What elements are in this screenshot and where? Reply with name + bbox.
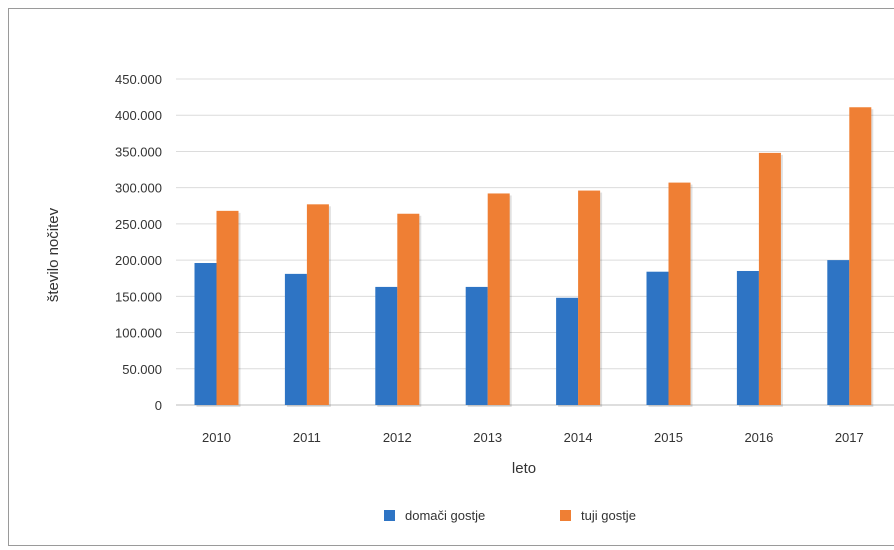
x-tick-label: 2010 — [202, 430, 231, 445]
bar-foreign-2010 — [216, 210, 239, 405]
bar-domestic-2017 — [827, 260, 850, 405]
bar-foreign-2013 — [487, 193, 510, 405]
y-tick-label: 350.000 — [115, 144, 162, 159]
legend-label: tuji gostje — [581, 508, 636, 523]
bar-foreign-2014 — [578, 190, 601, 405]
x-axis-title: leto — [512, 460, 536, 477]
bar-foreign-2011 — [306, 204, 329, 405]
x-tick-label: 2012 — [383, 430, 412, 445]
legend: domači gostje tuji gostje — [384, 508, 636, 523]
y-axis-ticks: 0 50.000 100.000 150.000 200.000 250.000 300.0… — [115, 72, 162, 413]
bar-foreign-2015 — [668, 182, 691, 405]
x-tick-label: 2013 — [473, 430, 502, 445]
bar-domestic-2014 — [556, 297, 579, 405]
x-tick-label: 2014 — [564, 430, 593, 445]
y-tick-label: 400.000 — [115, 108, 162, 123]
y-tick-label: 150.000 — [115, 289, 162, 304]
legend-label: domači gostje — [405, 508, 485, 523]
y-tick-label: 50.000 — [122, 362, 162, 377]
x-axis-ticks: 2010 2011 2012 2013 2014 2015 2016 2017 — [202, 430, 864, 445]
gridlines — [176, 78, 894, 406]
y-axis-title: število nočitev — [45, 207, 62, 302]
x-tick-label: 2017 — [835, 430, 864, 445]
bar-domestic-2015 — [646, 271, 669, 405]
y-tick-label: 0 — [155, 398, 162, 413]
x-tick-label: 2016 — [744, 430, 773, 445]
bar-domestic-2012 — [375, 286, 398, 405]
bar-domestic-2013 — [465, 286, 488, 405]
x-tick-label: 2015 — [654, 430, 683, 445]
y-tick-label: 250.000 — [115, 217, 162, 232]
bar-foreign-2012 — [397, 213, 420, 405]
y-tick-label: 450.000 — [115, 72, 162, 87]
y-tick-label: 100.000 — [115, 326, 162, 341]
x-tick-label: 2011 — [293, 430, 321, 445]
y-tick-label: 300.000 — [115, 181, 162, 196]
legend-swatch — [560, 510, 571, 521]
bar-domestic-2016 — [736, 270, 759, 405]
bar-domestic-2010 — [194, 263, 217, 405]
bar-foreign-2016 — [758, 152, 781, 405]
y-tick-label: 200.000 — [115, 253, 162, 268]
bar-domestic-2011 — [284, 273, 307, 405]
bars — [194, 107, 874, 408]
bar-foreign-2017 — [849, 107, 872, 406]
legend-swatch — [384, 510, 395, 521]
